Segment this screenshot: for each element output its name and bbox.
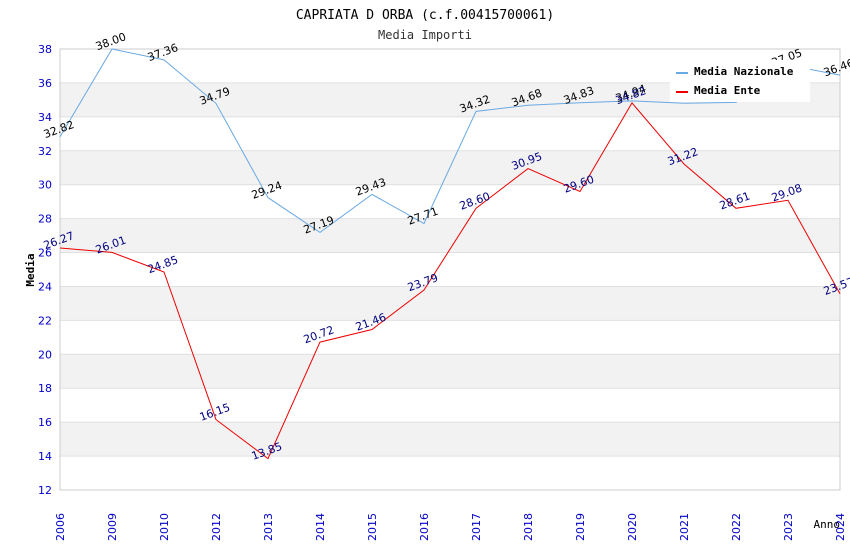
grid-lines [60,48,840,491]
data-label: 28.60 [458,190,492,213]
legend-label-media-ente: Media Ente [694,84,761,97]
x-tick-label: 2015 [366,513,379,541]
x-tick-label: 2013 [262,513,275,541]
data-label: 37.36 [146,41,180,64]
legend-box [670,60,810,102]
chart-title: CAPRIATA D ORBA (c.f.00415700061) [296,8,554,23]
plot-bands [60,82,840,457]
data-label: 38.00 [94,30,128,53]
series-line-media-nazionale [59,48,841,234]
x-tick-label: 2014 [314,513,327,541]
y-tick-label: 14 [38,450,52,463]
plot-band [60,218,840,253]
plot-frame [59,48,841,491]
x-axis: 2006 2009 2010 2012 2013 2014 2015 2016 2017 2018… [54,513,847,541]
x-tick-label: 2023 [782,513,795,541]
x-tick-label: 2010 [158,513,171,541]
x-tick-label: 2022 [730,513,743,541]
y-tick-label: 16 [38,416,52,429]
x-tick-label: 2016 [418,513,431,541]
chart-subtitle: Media Importi [378,28,472,42]
y-tick-label: 38 [38,43,52,56]
y-tick-label: 34 [38,111,52,124]
data-label: 36.46 [822,56,850,79]
y-tick-label: 28 [38,213,52,226]
x-tick-label: 2018 [522,513,535,541]
y-tick-label: 12 [38,484,52,497]
plot-band [60,422,840,457]
data-label: 20.72 [302,323,336,346]
y-tick-label: 18 [38,382,52,395]
x-axis-label: Anno [814,518,841,531]
series-lines [59,48,841,460]
plot-band [60,286,840,321]
y-tick-label: 22 [38,314,52,327]
y-axis: 12 14 16 18 20 22 24 26 28 30 32 34 36 38 [38,43,52,497]
y-tick-label: 24 [38,280,52,293]
x-tick-label: 2009 [106,513,119,541]
y-tick-label: 36 [38,77,52,90]
y-tick-label: 32 [38,145,52,158]
x-tick-label: 2021 [678,513,691,541]
y-axis-label: Media [24,253,37,286]
legend: Media Nazionale Media Ente [670,60,810,102]
plot-band [60,354,840,389]
data-label: 28.61 [718,189,752,212]
x-tick-label: 2012 [210,513,223,541]
x-tick-label: 2020 [626,513,639,541]
y-tick-label: 20 [38,348,52,361]
x-tick-label: 2024 [834,513,847,541]
x-tick-label: 2019 [574,513,587,541]
legend-label-media-nazionale: Media Nazionale [694,65,794,78]
series-line-media-ente [59,102,841,460]
data-label: 24.85 [146,253,180,276]
data-label: 16.15 [198,401,232,424]
x-tick-label: 2006 [54,513,67,541]
x-tick-label: 2017 [470,513,483,541]
y-tick-label: 26 [38,247,52,260]
y-tick-label: 30 [38,179,52,192]
